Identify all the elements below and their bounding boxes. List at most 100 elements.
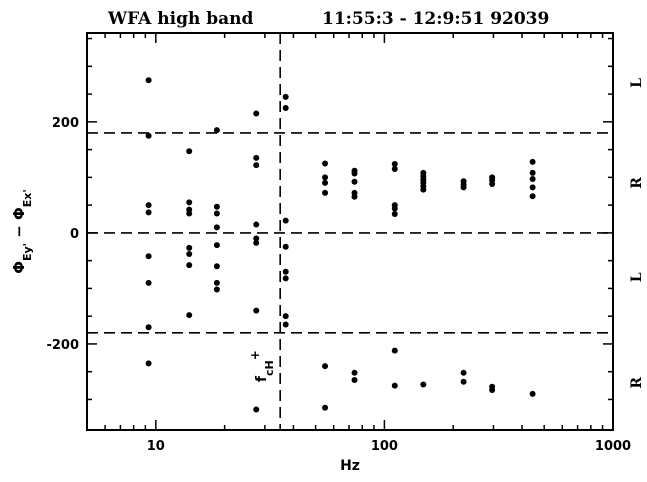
y-tick-label: -200: [46, 338, 79, 353]
data-point: [460, 378, 467, 385]
side-label: L: [629, 272, 645, 282]
data-point: [420, 381, 427, 388]
chart-subtitle-text: 11:55:3 - 12:9:51 92039: [322, 9, 549, 29]
y-axis-label-phi1: Φ: [10, 261, 28, 274]
data-point: [391, 161, 398, 168]
data-point: [186, 312, 193, 319]
data-point: [489, 181, 496, 188]
data-point: [529, 193, 536, 200]
data-point: [489, 387, 496, 394]
x-tick-label: 100: [371, 439, 398, 454]
data-point: [391, 166, 398, 173]
data-point: [529, 176, 536, 183]
y-axis-label: ΦEy' − ΦEx': [10, 189, 34, 274]
data-point: [282, 104, 289, 111]
data-point: [420, 186, 427, 193]
data-point: [282, 268, 289, 275]
x-tick-label: 1000: [595, 439, 631, 454]
data-point: [253, 235, 260, 242]
data-point: [186, 210, 193, 217]
data-point: [253, 154, 260, 161]
data-point: [145, 77, 152, 84]
data-point: [253, 307, 260, 314]
data-point: [186, 199, 193, 206]
fch-label-sup: +: [248, 350, 262, 360]
x-tick-label: 10: [147, 439, 165, 454]
fch-line-label: fcH+: [248, 350, 276, 382]
x-tick-labels: 10 100 1000: [147, 439, 631, 454]
data-point: [351, 377, 358, 384]
side-label: R: [629, 177, 645, 189]
data-point: [282, 217, 289, 224]
data-point: [253, 221, 260, 228]
data-point: [282, 243, 289, 250]
fch-label-sub: cH: [263, 360, 276, 376]
data-point: [145, 209, 152, 216]
reference-lines: [87, 33, 613, 430]
data-point: [529, 158, 536, 165]
data-point: [351, 178, 358, 185]
data-point: [391, 347, 398, 354]
data-point: [322, 174, 329, 181]
data-point: [282, 93, 289, 100]
data-point: [213, 210, 220, 217]
data-point: [351, 193, 358, 200]
data-point: [282, 321, 289, 328]
data-point: [529, 390, 536, 397]
y-tick-label: 200: [52, 116, 79, 131]
data-point: [322, 179, 329, 186]
data-point: [186, 148, 193, 155]
data-point: [145, 360, 152, 367]
data-point: [351, 369, 358, 376]
data-point: [145, 324, 152, 331]
side-label: L: [629, 78, 645, 88]
data-point: [145, 132, 152, 139]
chart-title: WFA high band 11:55:3 - 12:9:51 92039: [107, 9, 549, 29]
data-point: [213, 242, 220, 249]
side-label: R: [629, 377, 645, 389]
data-point: [282, 275, 289, 282]
data-point: [253, 110, 260, 117]
data-point: [186, 250, 193, 257]
data-point: [460, 369, 467, 376]
x-axis-label: Hz: [340, 458, 360, 474]
data-point: [145, 253, 152, 260]
data-point: [213, 263, 220, 270]
y-axis-label-sub1: Ey': [21, 243, 34, 261]
data-point: [460, 184, 467, 191]
y-tick-labels: -200 0 200: [46, 116, 79, 353]
data-point: [529, 169, 536, 176]
fch-label-base: f: [254, 375, 270, 382]
plot-frame: [86, 32, 614, 431]
data-point: [213, 279, 220, 286]
data-point: [213, 224, 220, 231]
data-point: [253, 162, 260, 169]
data-point: [351, 170, 358, 177]
data-point: [145, 279, 152, 286]
data-point: [322, 189, 329, 196]
data-points: [145, 77, 536, 413]
chart-title-text: WFA high band: [107, 9, 254, 29]
data-point: [213, 203, 220, 210]
data-point: [391, 205, 398, 212]
data-point: [322, 160, 329, 167]
y-axis-label-sub2: Ex': [21, 189, 34, 207]
data-point: [186, 262, 193, 269]
polarity-side-labels: L R L R: [629, 78, 645, 389]
data-point: [213, 127, 220, 134]
data-point: [253, 239, 260, 246]
data-point: [529, 184, 536, 191]
data-point: [391, 211, 398, 218]
data-point: [213, 286, 220, 293]
y-axis-label-mid: − Φ: [10, 207, 28, 243]
data-point: [322, 404, 329, 411]
data-point: [145, 202, 152, 209]
data-point: [253, 406, 260, 413]
axis-ticks: [86, 33, 614, 430]
data-point: [186, 244, 193, 251]
data-point: [322, 363, 329, 370]
data-point: [391, 382, 398, 389]
y-tick-label: 0: [70, 227, 79, 242]
data-point: [282, 313, 289, 320]
